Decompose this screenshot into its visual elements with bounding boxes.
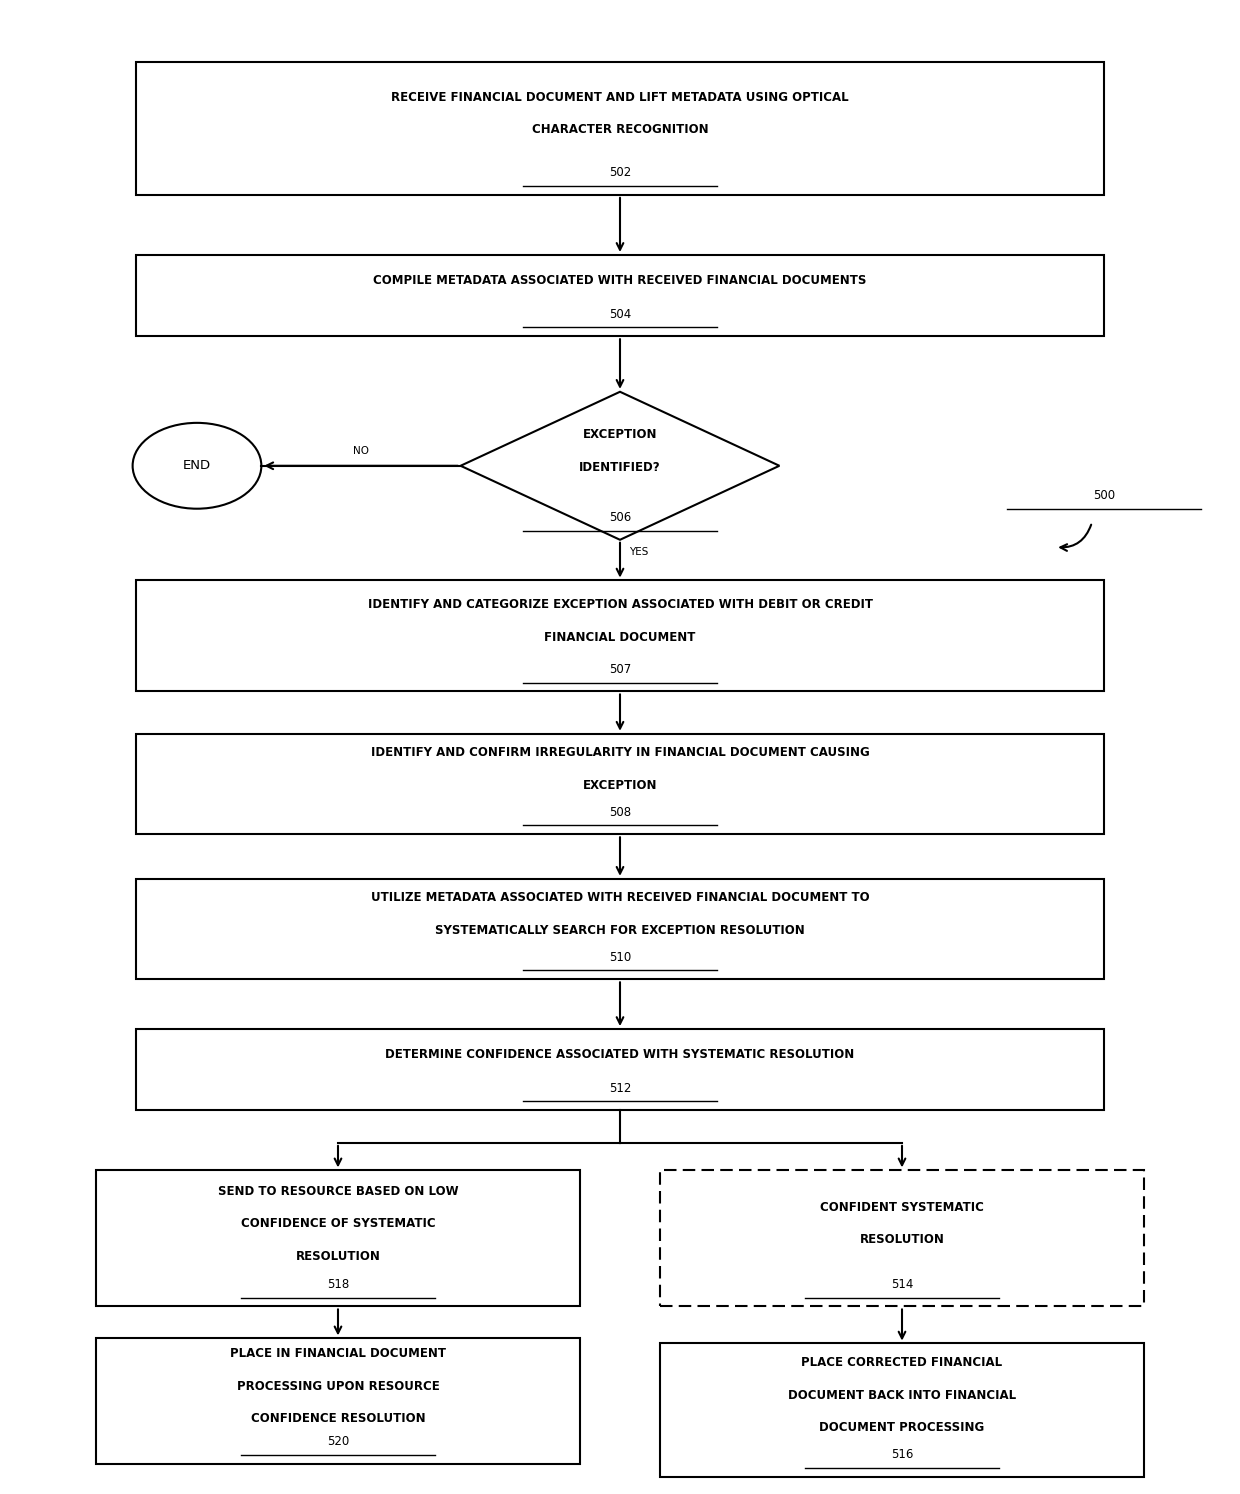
Text: DOCUMENT BACK INTO FINANCIAL: DOCUMENT BACK INTO FINANCIAL [787,1389,1016,1401]
Text: 514: 514 [890,1277,913,1291]
Text: 506: 506 [609,511,631,524]
Text: 510: 510 [609,950,631,964]
Text: END: END [184,459,211,472]
Text: CHARACTER RECOGNITION: CHARACTER RECOGNITION [532,124,708,136]
Text: 508: 508 [609,805,631,819]
Text: NO: NO [353,447,370,456]
Bar [135,581,1105,692]
Text: SYSTEMATICALLY SEARCH FOR EXCEPTION RESOLUTION: SYSTEMATICALLY SEARCH FOR EXCEPTION RESO… [435,923,805,937]
Bar [660,1343,1145,1476]
Text: YES: YES [629,547,649,557]
Text: 500: 500 [1094,489,1115,502]
Text: RECEIVE FINANCIAL DOCUMENT AND LIFT METADATA USING OPTICAL: RECEIVE FINANCIAL DOCUMENT AND LIFT META… [391,91,849,103]
Bar [135,878,1105,980]
FancyArrowPatch shape [1060,524,1091,551]
Text: EXCEPTION: EXCEPTION [583,429,657,441]
Bar [95,1339,580,1464]
Text: EXCEPTION: EXCEPTION [583,778,657,792]
Text: IDENTIFY AND CONFIRM IRREGULARITY IN FINANCIAL DOCUMENT CAUSING: IDENTIFY AND CONFIRM IRREGULARITY IN FIN… [371,747,869,759]
Bar [660,1170,1145,1306]
Text: CONFIDENCE OF SYSTEMATIC: CONFIDENCE OF SYSTEMATIC [241,1218,435,1230]
Text: IDENTIFY AND CATEGORIZE EXCEPTION ASSOCIATED WITH DEBIT OR CREDIT: IDENTIFY AND CATEGORIZE EXCEPTION ASSOCI… [367,599,873,611]
Text: COMPILE METADATA ASSOCIATED WITH RECEIVED FINANCIAL DOCUMENTS: COMPILE METADATA ASSOCIATED WITH RECEIVE… [373,275,867,287]
Text: 512: 512 [609,1082,631,1095]
Ellipse shape [133,423,262,508]
Text: PROCESSING UPON RESOURCE: PROCESSING UPON RESOURCE [237,1380,439,1392]
Text: FINANCIAL DOCUMENT: FINANCIAL DOCUMENT [544,630,696,644]
Bar [135,734,1105,834]
Text: RESOLUTION: RESOLUTION [859,1234,945,1246]
Text: 518: 518 [327,1277,350,1291]
Bar [135,1029,1105,1110]
Text: 502: 502 [609,166,631,179]
Bar [135,61,1105,194]
Bar [95,1170,580,1306]
Text: IDENTIFIED?: IDENTIFIED? [579,460,661,474]
Text: CONFIDENT SYSTEMATIC: CONFIDENT SYSTEMATIC [820,1201,985,1213]
Text: UTILIZE METADATA ASSOCIATED WITH RECEIVED FINANCIAL DOCUMENT TO: UTILIZE METADATA ASSOCIATED WITH RECEIVE… [371,892,869,904]
Text: 504: 504 [609,308,631,321]
Text: PLACE CORRECTED FINANCIAL: PLACE CORRECTED FINANCIAL [801,1357,1003,1369]
Text: 516: 516 [890,1448,913,1461]
Text: PLACE IN FINANCIAL DOCUMENT: PLACE IN FINANCIAL DOCUMENT [229,1348,446,1361]
Text: 507: 507 [609,663,631,675]
Text: SEND TO RESOURCE BASED ON LOW: SEND TO RESOURCE BASED ON LOW [218,1185,459,1198]
Bar [135,255,1105,336]
Text: DETERMINE CONFIDENCE ASSOCIATED WITH SYSTEMATIC RESOLUTION: DETERMINE CONFIDENCE ASSOCIATED WITH SYS… [386,1049,854,1061]
Text: DOCUMENT PROCESSING: DOCUMENT PROCESSING [820,1421,985,1434]
Polygon shape [460,391,780,539]
Text: RESOLUTION: RESOLUTION [295,1249,381,1262]
Text: 520: 520 [327,1436,350,1448]
Text: CONFIDENCE RESOLUTION: CONFIDENCE RESOLUTION [250,1412,425,1425]
